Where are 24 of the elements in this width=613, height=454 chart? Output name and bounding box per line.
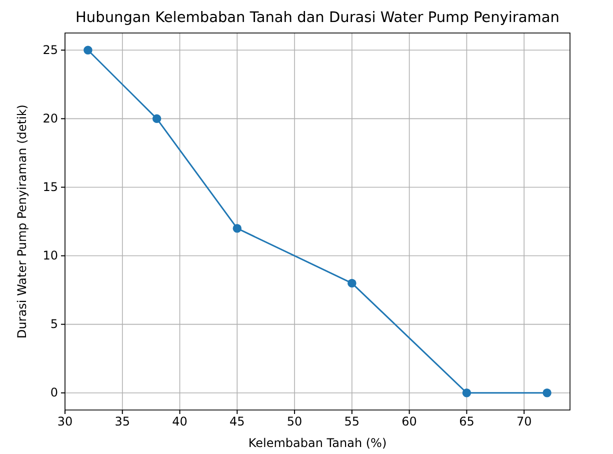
point [232, 224, 242, 233]
x-tick-label: 60 [402, 414, 417, 429]
x-tick-label: 70 [516, 414, 532, 429]
y-tick-label: 20 [42, 112, 58, 126]
y-tick-label: 15 [42, 180, 58, 194]
y-axis-title: Durasi Water Pump Penyiraman (detik) [15, 104, 29, 338]
y-tick-label: 10 [42, 248, 58, 263]
x-tick-label: 55 [344, 414, 360, 429]
y-tick-label: 0 [50, 386, 58, 400]
point [348, 278, 356, 288]
x-tick-label: 45 [230, 414, 245, 429]
x-tick-label: 50 [286, 414, 302, 429]
chart-title: Hubungan Kelembaban Tanah dan Durasi Water Pump Penyiraman [76, 10, 560, 26]
point [84, 46, 92, 54]
point [462, 388, 472, 398]
x-tick-label: 40 [172, 414, 188, 429]
x-tick-label: 65 [459, 414, 474, 429]
x-tick-label: 30 [57, 414, 73, 429]
point [542, 388, 552, 398]
point [152, 114, 162, 124]
y-tick-label: 25 [42, 42, 58, 57]
x-tick-label: 35 [114, 414, 130, 429]
x-axis-title: Kelembaban Tanah (%) [248, 436, 387, 450]
y-tick-label: 5 [50, 317, 58, 332]
